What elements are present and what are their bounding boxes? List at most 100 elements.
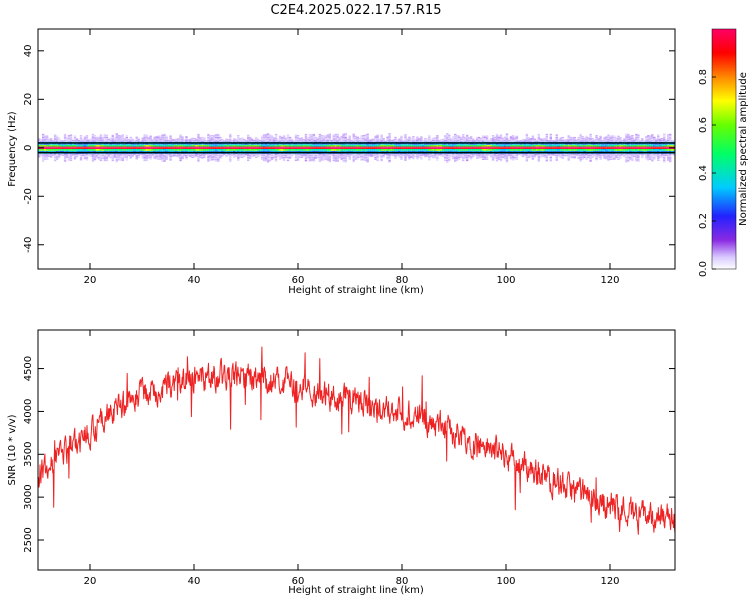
heatmap-cell — [215, 139, 218, 141]
heatmap-cell — [109, 144, 113, 145]
heatmap-cell — [91, 136, 95, 138]
heatmap-cell — [41, 159, 45, 160]
heatmap-cell — [63, 159, 67, 161]
heatmap-cell — [243, 139, 246, 141]
heatmap-cell — [133, 145, 136, 147]
heatmap-cell — [262, 149, 266, 150]
heatmap-cell — [105, 156, 109, 158]
heatmap-cell — [47, 145, 51, 146]
heatmap-cell — [91, 146, 95, 148]
heatmap-cell — [256, 144, 260, 146]
heatmap-cell — [308, 155, 312, 157]
heatmap-cell — [199, 140, 202, 142]
heatmap-cell — [296, 146, 300, 148]
heatmap-cell — [229, 158, 232, 159]
heatmap-cell — [237, 157, 240, 159]
heatmap-cell — [53, 153, 57, 155]
heatmap-cell — [97, 146, 101, 148]
heatmap-cell — [191, 148, 194, 149]
heatmap-cell — [171, 150, 174, 151]
heatmap-cell — [115, 138, 119, 139]
heatmap-cell — [47, 139, 51, 140]
heatmap-cell — [45, 143, 49, 145]
heatmap-cell — [193, 141, 196, 142]
heatmap-cell — [169, 136, 172, 137]
heatmap-cell — [280, 148, 284, 149]
heatmap-cell — [125, 138, 128, 140]
heatmap-cell — [304, 136, 308, 137]
heatmap-cell — [197, 137, 200, 139]
heatmap-cell — [221, 153, 224, 155]
heatmap-cell — [213, 155, 216, 157]
heatmap-cell — [252, 151, 256, 153]
heatmap-cell — [99, 147, 103, 148]
heatmap-cell — [47, 155, 51, 157]
heatmap-cell — [264, 133, 268, 135]
heatmap-cell — [272, 146, 276, 148]
heatmap-cell — [262, 141, 266, 143]
heatmap-cell — [300, 149, 304, 151]
heatmap-cell — [39, 155, 43, 157]
heatmap-cell — [79, 158, 83, 160]
heatmap-cell — [235, 156, 238, 157]
heatmap-cell — [143, 140, 146, 142]
heatmap-cell — [165, 153, 168, 154]
heatmap-cell — [145, 143, 148, 145]
heatmap-cell — [177, 150, 180, 151]
heatmap-cell — [87, 139, 91, 141]
heatmap-cell — [302, 154, 306, 156]
heatmap-cell — [179, 150, 182, 152]
heatmap-cell — [127, 155, 130, 156]
heatmap-cell — [235, 139, 238, 140]
heatmap-cell — [187, 149, 190, 150]
heatmap-cell — [129, 137, 132, 139]
heatmap-cell — [131, 138, 134, 140]
heatmap-cell — [53, 160, 57, 162]
heatmap-cell — [39, 149, 43, 150]
heatmap-cell — [233, 155, 236, 156]
heatmap-cell — [215, 156, 218, 158]
heatmap-cell — [79, 159, 83, 160]
heatmap-cell — [51, 144, 55, 145]
heatmap-cell — [221, 150, 224, 152]
heatmap-cell — [145, 147, 148, 149]
heatmap-cell — [239, 138, 242, 140]
heatmap-cell — [189, 156, 192, 157]
heatmap-cell — [310, 138, 314, 139]
heatmap-cell — [189, 144, 192, 145]
heatmap-cell — [157, 146, 160, 148]
heatmap-cell — [41, 160, 45, 162]
heatmap-cell — [247, 139, 250, 141]
heatmap-cell — [135, 143, 138, 145]
heatmap-cell — [278, 136, 282, 137]
heatmap-cell — [245, 144, 248, 146]
heatmap-cell — [177, 144, 180, 145]
heatmap-cell — [268, 153, 272, 155]
heatmap-cell — [264, 156, 268, 157]
heatmap-cell — [219, 157, 222, 159]
heatmap-cell — [203, 141, 206, 143]
heatmap-cell — [223, 141, 226, 142]
heatmap-cell — [191, 147, 194, 148]
heatmap-cell — [185, 136, 188, 137]
heatmap-cell — [61, 147, 65, 149]
heatmap-cell — [131, 141, 134, 143]
heatmap-cell — [185, 147, 188, 148]
heatmap-cell — [155, 136, 158, 137]
heatmap-cell — [135, 147, 138, 149]
heatmap-cell — [117, 145, 121, 146]
heatmap-cell — [125, 135, 128, 136]
heatmap-cell — [39, 141, 43, 143]
heatmap-cell — [163, 156, 166, 158]
heatmap-cell — [97, 144, 101, 145]
heatmap-cell — [75, 156, 79, 158]
heatmap-cell — [183, 150, 186, 151]
heatmap-cell — [95, 147, 99, 149]
heatmap-cell — [298, 155, 302, 157]
heatmap-cell — [173, 145, 176, 147]
heatmap-cell — [243, 146, 246, 148]
heatmap-cell — [274, 145, 278, 146]
heatmap-cell — [43, 151, 47, 153]
heatmap-cell — [99, 160, 103, 162]
heatmap-cell — [262, 156, 266, 157]
